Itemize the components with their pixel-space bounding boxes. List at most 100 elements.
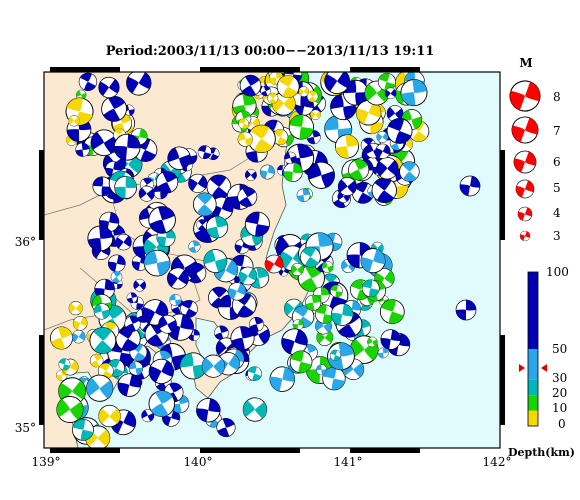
focal-mechanism-314: [93, 303, 110, 320]
magnitude-label-7: 7: [553, 124, 561, 138]
magnitude-legend-heading: M: [519, 56, 532, 70]
current-event-marker: [264, 254, 284, 274]
focal-mechanism-357: [298, 86, 310, 97]
focal-mechanism-354: [239, 74, 262, 97]
focal-mechanism-markers: [50, 72, 481, 448]
focal-mechanism-112: [133, 278, 147, 292]
x-tick-140: 140°: [184, 455, 213, 469]
focal-mechanism-284: [367, 336, 378, 348]
x-tick-142: 142°: [483, 455, 512, 469]
magnitude-legend-ball-4: [517, 206, 533, 222]
magnitude-label-3: 3: [553, 229, 561, 243]
focal-mechanism-217: [384, 87, 397, 100]
focal-mechanism-283: [330, 303, 354, 326]
focal-mechanism-73: [244, 169, 257, 181]
depth-band-30-50: [528, 349, 538, 380]
focal-mechanism-97: [92, 176, 113, 197]
focal-mechanism-136: [227, 282, 247, 301]
focal-mechanism-381: [455, 299, 477, 321]
focal-mechanism-339: [288, 114, 314, 140]
focal-mechanism-313: [98, 404, 121, 428]
focal-mechanism-131: [205, 216, 229, 239]
depth-tick-100: 100: [546, 265, 569, 279]
frame-scale-bars: [39, 67, 505, 453]
magnitude-label-6: 6: [553, 155, 561, 169]
focal-mechanism-148: [296, 188, 311, 203]
focal-mechanism-14: [206, 174, 232, 200]
focal-mechanism-366: [75, 142, 90, 157]
x-tick-139: 139°: [32, 455, 61, 469]
focal-mechanism-56: [180, 299, 198, 318]
magnitude-legend-ball-7: [511, 116, 539, 144]
focal-mechanism-86: [148, 358, 174, 385]
focal-mechanism-275: [316, 364, 327, 376]
focal-mechanism-218: [386, 118, 413, 144]
focal-mechanism-79: [128, 361, 144, 376]
focal-mechanism-374: [98, 76, 120, 99]
focal-mechanism-266: [292, 319, 304, 331]
focal-mechanism-351: [306, 90, 319, 103]
y-tick-35: 35°: [15, 421, 36, 435]
focal-mechanism-254: [330, 284, 343, 298]
focal-mechanism-70: [141, 409, 155, 423]
focal-mechanism-201: [376, 131, 389, 143]
focal-mechanism-304: [89, 327, 117, 354]
y-axis-ticks: 36° 35°: [15, 235, 36, 435]
focal-mechanism-135: [201, 354, 225, 378]
focal-mechanism-209: [337, 177, 357, 196]
magnitude-label-8: 8: [553, 90, 561, 104]
focal-mechanism-301: [50, 326, 73, 350]
depth-scale-label: Depth(km): [508, 446, 575, 459]
focal-mechanism-181: [342, 79, 369, 106]
focal-mechanism-80: [110, 271, 123, 283]
focal-mechanism-5: [161, 408, 181, 427]
depth-band-0-10: [528, 410, 538, 426]
depth-tick-0: 0: [558, 417, 566, 431]
focal-mechanism-318: [86, 374, 114, 402]
focal-mechanism-115: [203, 249, 228, 273]
focal-mechanism-210: [371, 177, 397, 203]
focal-mechanism-117: [244, 211, 270, 237]
focal-mechanism-240: [377, 347, 389, 359]
focal-mechanism-101: [87, 225, 114, 252]
focal-mechanism-261: [322, 366, 346, 391]
focal-mechanism-10: [214, 325, 229, 341]
focal-mechanism-280: [321, 261, 334, 273]
magnitude-legend-ball-6: [513, 150, 537, 174]
focal-mechanism-203: [283, 162, 303, 182]
focal-mechanism-65: [167, 267, 189, 290]
focal-mechanism-288: [361, 279, 380, 298]
depth-tick-30: 30: [552, 371, 567, 385]
map-title: Period:2003/11/13 00:00−−2013/11/13 19:1…: [105, 44, 435, 59]
focal-mechanism-289: [300, 246, 321, 268]
focal-mechanism-137: [117, 373, 142, 397]
focal-mechanism-15: [242, 397, 268, 422]
focal-mechanism-271: [269, 366, 296, 392]
focal-mechanism-134: [138, 185, 155, 202]
focal-mechanism-129: [237, 187, 258, 207]
magnitude-legend-ball-3: [519, 230, 531, 242]
focal-mechanism-47: [107, 254, 126, 273]
depth-scale-pointer: [519, 364, 547, 372]
focal-mechanism-92: [197, 145, 212, 160]
focal-mechanism-85: [148, 390, 176, 417]
focal-mechanism-346: [310, 109, 321, 120]
focal-mechanism-316: [56, 395, 84, 424]
focal-mechanism-307: [72, 316, 88, 331]
focal-mechanism-272: [290, 262, 304, 277]
focal-mechanism-100: [148, 206, 176, 234]
focal-mechanism-121: [114, 175, 138, 199]
focal-mechanism-353: [247, 124, 276, 153]
focal-mechanism-190: [399, 161, 420, 182]
depth-scale-frame: [527, 271, 539, 427]
focal-mechanism-319: [71, 418, 94, 441]
focal-mechanism-265: [380, 329, 401, 350]
focal-mechanism-40: [126, 292, 138, 304]
focal-mechanism-257: [379, 299, 405, 325]
focal-mechanism-120: [169, 293, 182, 307]
focal-mechanism-259: [314, 304, 335, 324]
depth-tick-50: 50: [552, 342, 567, 356]
focal-mechanism-273: [305, 294, 322, 311]
focal-mechanism-285: [289, 350, 313, 374]
focal-mechanism-87: [188, 240, 201, 253]
